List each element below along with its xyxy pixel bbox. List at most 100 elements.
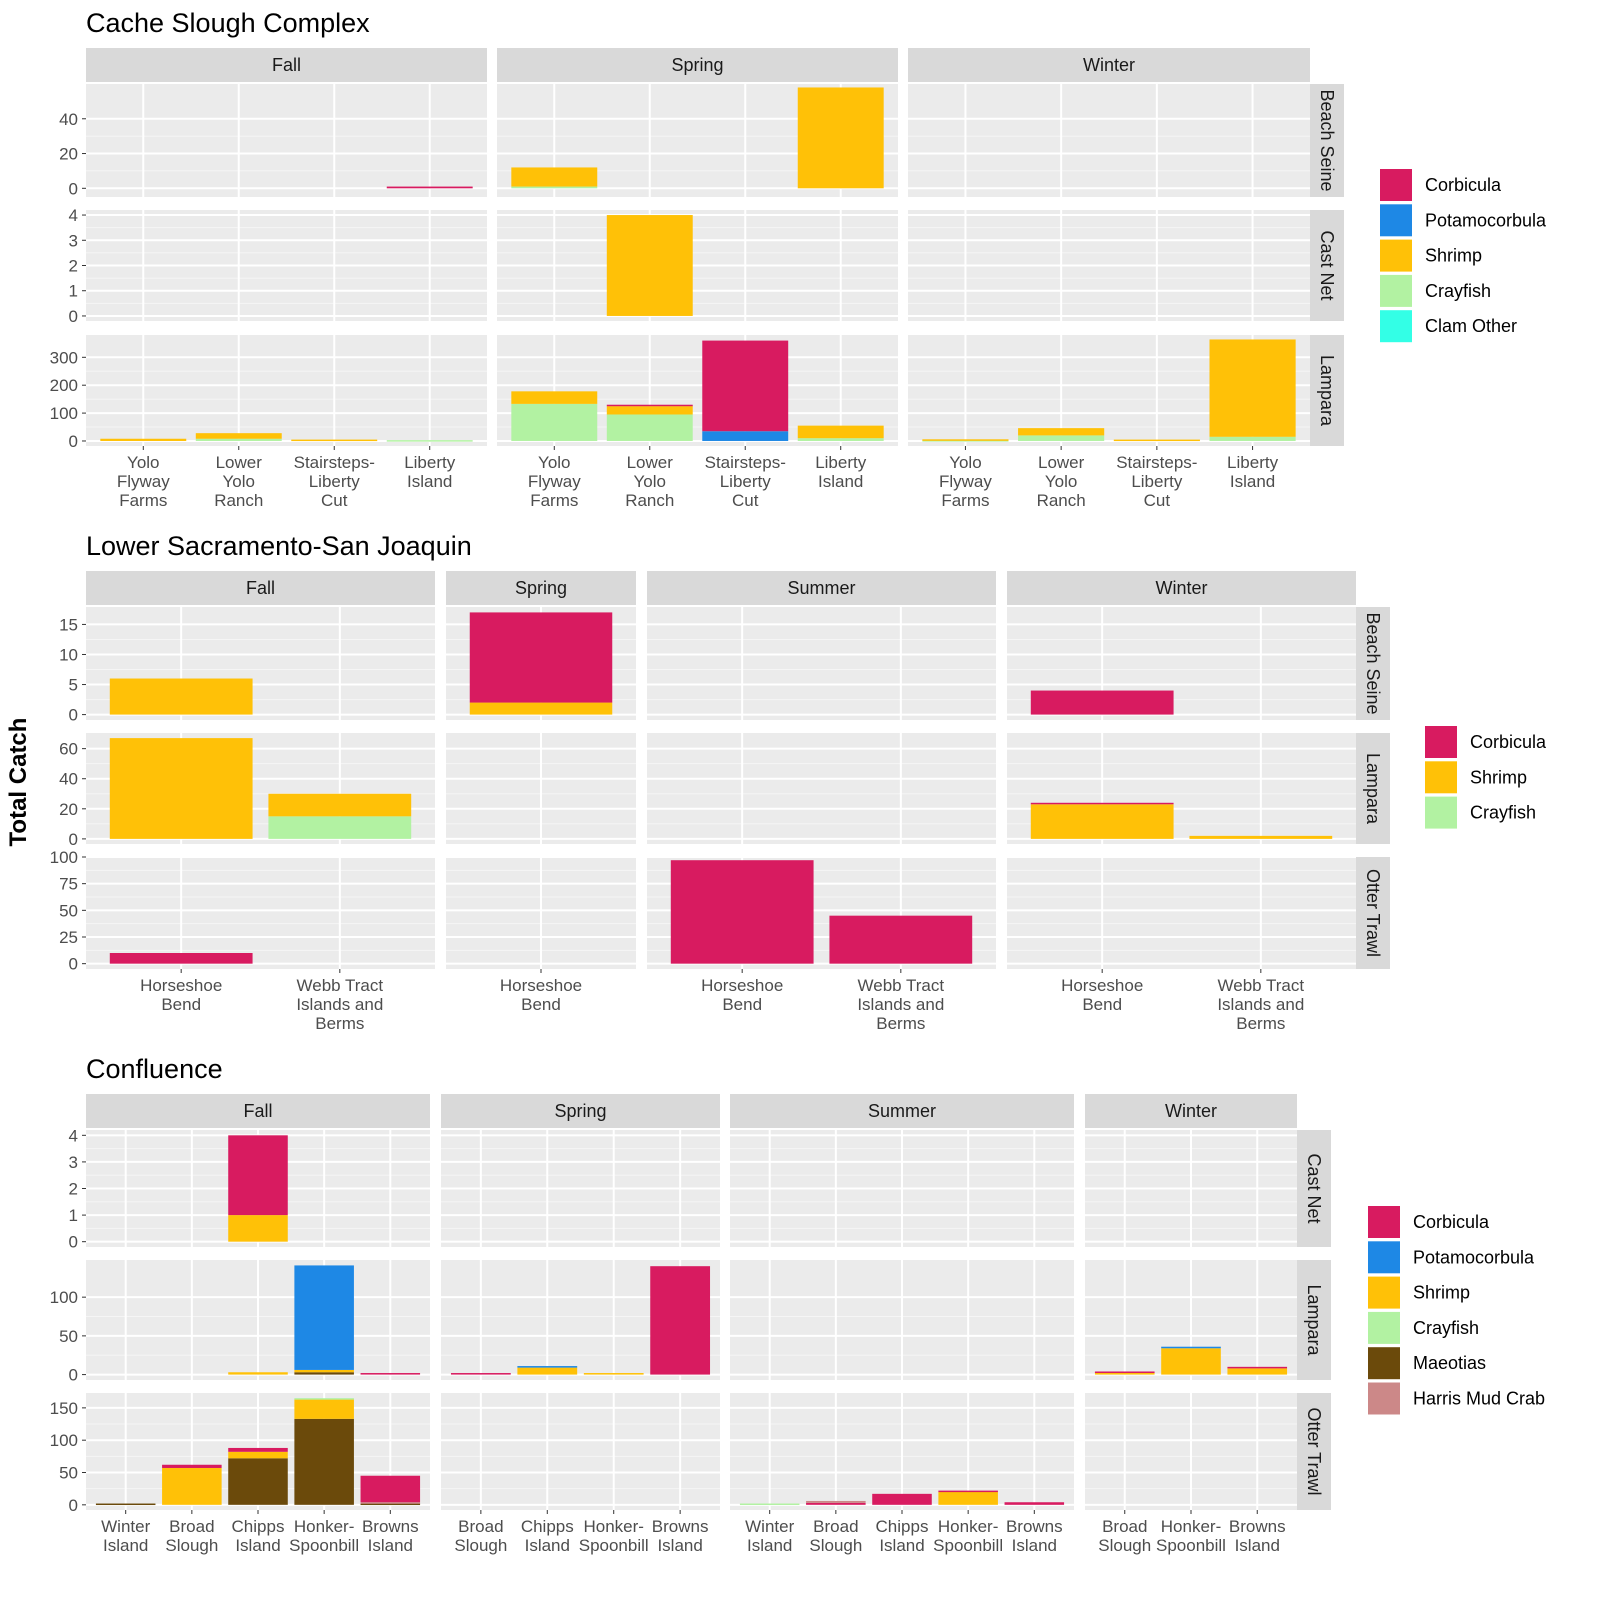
y-axis-label: Total Catch bbox=[5, 718, 32, 847]
facet-label-fall: Fall bbox=[272, 55, 301, 75]
bar-segment-shrimp bbox=[109, 738, 253, 839]
bar-segment-shrimp bbox=[1030, 804, 1174, 839]
bar-segment-corbicula bbox=[109, 953, 253, 964]
legend-key-maeotias bbox=[1368, 1347, 1400, 1380]
y-tick-label: 10 bbox=[59, 645, 78, 664]
legend-key-potamocorbula bbox=[1368, 1241, 1400, 1274]
facet-label-spring: Spring bbox=[671, 55, 723, 75]
y-tick-label: 0 bbox=[69, 179, 78, 198]
legend-label-crayfish: Crayfish bbox=[1470, 803, 1536, 823]
bar-segment-maeotias bbox=[294, 1418, 354, 1505]
row-strip-cast-net bbox=[1310, 210, 1344, 321]
facet-label-spring: Spring bbox=[554, 1101, 606, 1121]
bar-segment-shrimp bbox=[511, 391, 598, 404]
legend: Corbicula Potamocorbula Shrimp Crayfish Clam… bbox=[1380, 169, 1547, 343]
facet-strip-spring bbox=[446, 571, 636, 605]
bar-segment-shrimp bbox=[1189, 835, 1333, 839]
bar-segment-corbicula bbox=[670, 860, 814, 964]
bar-segment-corbicula bbox=[872, 1493, 932, 1505]
bar-segment-shrimp bbox=[294, 1369, 354, 1373]
bar-segment-corbicula bbox=[1227, 1366, 1288, 1369]
legend-label-potamocorbula: Potamocorbula bbox=[1425, 210, 1547, 230]
y-tick-label: 100 bbox=[50, 848, 78, 867]
bar-segment-crayfish bbox=[1018, 435, 1105, 441]
bar-segment-corbicula bbox=[162, 1464, 222, 1468]
bar-segment-shrimp bbox=[1209, 339, 1296, 437]
bar-segment-shrimp bbox=[1161, 1348, 1221, 1375]
bar-segment-potamocorbula bbox=[702, 431, 789, 441]
panel-background bbox=[908, 84, 1310, 197]
x-tick-label: Browns Island bbox=[652, 1517, 709, 1555]
legend-label-crayfish: Crayfish bbox=[1413, 1318, 1479, 1338]
facet-strip-fall bbox=[86, 571, 435, 605]
chart-section-cache-slough-complex: Cache Slough Complex Fall Spring Winter Beac… bbox=[50, 8, 1547, 510]
x-tick-label: Chipps Island bbox=[521, 1517, 574, 1555]
legend-label-shrimp: Shrimp bbox=[1413, 1283, 1470, 1303]
y-tick-label: 4 bbox=[69, 206, 78, 225]
x-tick-label: Liberty Island bbox=[1227, 453, 1279, 491]
x-tick-label: Broad Slough bbox=[1098, 1517, 1151, 1555]
bar-segment-corbicula bbox=[450, 1373, 511, 1375]
y-tick-label: 200 bbox=[50, 376, 78, 395]
row-label-lampara: Lampara bbox=[1304, 1284, 1324, 1356]
legend-label-shrimp: Shrimp bbox=[1425, 246, 1482, 266]
row-strip-lampara bbox=[1310, 335, 1344, 446]
x-tick-label: Webb Tract Islands and Berms bbox=[857, 976, 944, 1033]
x-tick-label: Horseshoe Bend bbox=[701, 976, 783, 1014]
x-tick-label: Stairsteps-Liberty Cut bbox=[705, 453, 786, 510]
bar-segment-corbicula bbox=[806, 1502, 866, 1505]
bar-segment-shrimp bbox=[1018, 428, 1105, 436]
x-tick-label: Horseshoe Bend bbox=[1061, 976, 1143, 1014]
x-tick-label: Broad Slough bbox=[454, 1517, 507, 1555]
bar-segment-shrimp bbox=[606, 406, 693, 415]
facet-strip-winter bbox=[1007, 571, 1356, 605]
bar-segment-corbicula bbox=[386, 186, 473, 189]
y-tick-label: 75 bbox=[59, 875, 78, 894]
bar-segment-corbicula bbox=[702, 340, 789, 432]
x-tick-label: Chipps Island bbox=[876, 1517, 929, 1555]
y-tick-label: 60 bbox=[59, 740, 78, 759]
legend: Corbicula Shrimp Crayfish bbox=[1425, 726, 1547, 829]
bar-segment-shrimp bbox=[606, 215, 693, 316]
legend-label-maeotias: Maeotias bbox=[1413, 1353, 1486, 1373]
y-tick-label: 0 bbox=[69, 307, 78, 326]
row-label-cast-net: Cast Net bbox=[1304, 1153, 1324, 1223]
bar-segment-shrimp bbox=[228, 1215, 288, 1242]
bar-segment-crayfish bbox=[511, 403, 598, 441]
facet-label-winter: Winter bbox=[1155, 578, 1207, 598]
y-tick-label: 0 bbox=[69, 706, 78, 725]
row-strip-otter-trawl bbox=[1297, 1393, 1331, 1510]
y-tick-label: 100 bbox=[50, 404, 78, 423]
bar-segment-corbicula bbox=[829, 915, 973, 964]
panel-background bbox=[1007, 857, 1356, 969]
bar-segment-crayfish bbox=[195, 438, 282, 441]
y-tick-label: 4 bbox=[69, 1126, 78, 1145]
legend-label-clam-other: Clam Other bbox=[1425, 316, 1517, 336]
bar-segment-crayfish bbox=[294, 1398, 354, 1400]
y-tick-label: 3 bbox=[69, 1153, 78, 1172]
x-tick-label: Honker-Spoonbill bbox=[933, 1517, 1003, 1555]
bar-segment-corbicula bbox=[360, 1373, 421, 1375]
legend-key-crayfish bbox=[1425, 796, 1457, 829]
x-tick-label: Winter Island bbox=[745, 1517, 794, 1555]
x-tick-label: Browns Island bbox=[1229, 1517, 1286, 1555]
legend-key-crayfish bbox=[1368, 1311, 1400, 1344]
x-tick-label: Honker-Spoonbill bbox=[289, 1517, 359, 1555]
bar-segment-potamocorbula bbox=[1161, 1346, 1221, 1349]
facet-label-summer: Summer bbox=[868, 1101, 936, 1121]
bar-segment-shrimp bbox=[195, 433, 282, 439]
bar-segment-potamocorbula bbox=[294, 1265, 354, 1370]
y-tick-label: 2 bbox=[69, 1180, 78, 1199]
y-tick-label: 20 bbox=[59, 145, 78, 164]
legend-key-corbicula bbox=[1368, 1206, 1400, 1238]
bar-segment-maeotias bbox=[95, 1503, 156, 1506]
row-strip-beach-seine bbox=[1356, 607, 1390, 720]
row-strip-lampara bbox=[1297, 1260, 1331, 1380]
y-tick-label: 50 bbox=[59, 901, 78, 920]
y-tick-label: 50 bbox=[59, 1464, 78, 1483]
y-tick-label: 100 bbox=[50, 1431, 78, 1450]
bar-segment-shrimp bbox=[797, 425, 884, 439]
bar-segment-shrimp bbox=[517, 1367, 578, 1375]
row-strip-otter-trawl bbox=[1356, 857, 1390, 969]
panel-background bbox=[441, 1393, 720, 1510]
